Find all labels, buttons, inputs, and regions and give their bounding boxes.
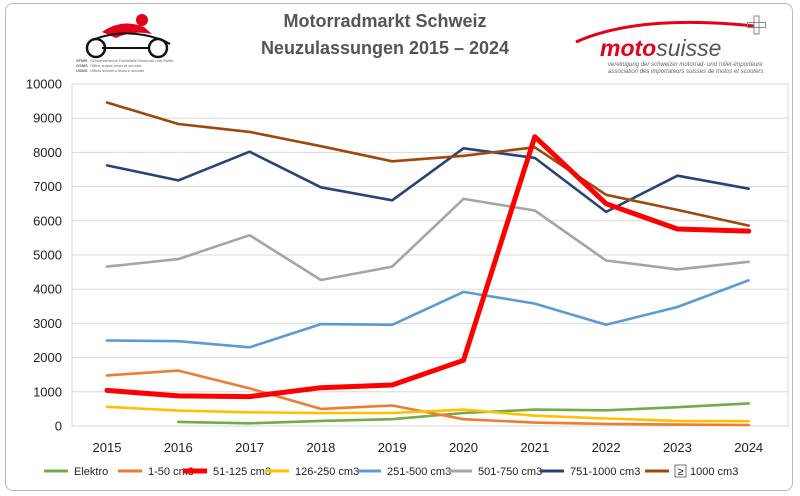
x-tick-label: 2024	[734, 440, 763, 455]
sfmr-acronym-2: GSMS	[76, 63, 88, 68]
series-line-251-500-cm3	[105, 278, 751, 349]
title-line-1: Motorradmarkt Schweiz	[283, 11, 487, 31]
series-line-751-1000-cm3	[105, 147, 751, 214]
motosuisse-wordmark: motosuisse	[600, 35, 721, 61]
motosuisse-tagline-2: association des importateurs suisses de …	[608, 69, 763, 75]
y-tick-label: 2000	[33, 350, 62, 365]
x-tick-label: 2021	[520, 440, 549, 455]
legend-symbol-box	[674, 464, 687, 478]
y-tick-label: 10000	[26, 77, 62, 92]
y-tick-label: 0	[55, 419, 62, 434]
y-tick-label: 9000	[33, 111, 62, 126]
legend-symbol-1000-cm3: ≥	[677, 466, 683, 478]
sfmr-caption-2: Office suisse moto et scooter	[90, 63, 142, 68]
sfmr-caption-3: Ufficio svizzero moto e scooter	[90, 68, 145, 73]
legend-label-1000-cm3: 1000 cm3	[690, 466, 738, 478]
y-tick-label: 4000	[33, 282, 62, 297]
legend-label-51-125-cm3: 51-125 cm3	[213, 466, 271, 478]
x-tick-label: 2023	[663, 440, 692, 455]
legend-label-elektro: Elektro	[74, 466, 108, 478]
chart-title: Motorradmarkt Schweiz Neuzulassungen 201…	[215, 8, 555, 62]
sfmr-acronym-1: SFMR	[76, 58, 87, 63]
motorcycle-rider-icon	[85, 14, 171, 59]
x-tick-label: 2018	[306, 440, 335, 455]
sfmr-logo: SFMR GSMS USMS Schweizerische Fachstelle…	[72, 10, 182, 75]
y-tick-label: 5000	[33, 248, 62, 263]
x-tick-label: 2016	[164, 440, 193, 455]
y-tick-label: 3000	[33, 316, 62, 331]
grid-layer	[71, 83, 789, 427]
y-tick-label: 7000	[33, 179, 62, 194]
series-layer	[104, 101, 752, 427]
y-tick-label: 1000	[33, 384, 62, 399]
legend-label-126-250-cm3: 126-250 cm3	[295, 466, 359, 478]
x-tick-label: 2020	[449, 440, 478, 455]
series-line-501-750-cm3	[105, 197, 751, 282]
series-line-51-125-cm3	[104, 134, 752, 400]
title-line-2: Neuzulassungen 2015 – 2024	[260, 38, 510, 58]
series-line-126-250-cm3	[105, 405, 751, 423]
legend-label-251-500-cm3: 251-500 cm3	[387, 466, 451, 478]
swiss-cross-icon	[747, 15, 766, 35]
x-tick-label: 2022	[592, 440, 621, 455]
legend-label-1-50-cm3: 1-50 cm3	[148, 466, 194, 478]
x-tick-label: 2017	[235, 440, 264, 455]
legend-label-751-1000-cm3: 751-1000 cm3	[570, 466, 640, 478]
wordmark-moto: moto	[600, 35, 656, 61]
y-tick-label: 6000	[33, 213, 62, 228]
wordmark-suisse: suisse	[656, 35, 721, 61]
tick-layer: 0 1000 2000 3000 4000 5000 6000 7000 8000 9000 100…	[26, 77, 763, 456]
series-line-elektro	[177, 402, 751, 425]
x-tick-label: 2015	[93, 440, 122, 455]
sfmr-caption-1: Schweizerische Fachstelle Motorrad und R…	[90, 58, 174, 63]
legend: Elektro 1-50 cm3 51-125 cm3 126-250 cm3 251-…	[44, 464, 738, 478]
sfmr-acronym-3: USMS	[76, 68, 88, 73]
motosuisse-logo: motosuisse vereinigung der schweizer mot…	[575, 15, 766, 75]
series-line-1000-cm3	[105, 101, 751, 227]
motosuisse-tagline-1: vereinigung der schweizer motorrad- und …	[608, 62, 763, 68]
swoosh-icon	[575, 20, 755, 44]
x-tick-label: 2019	[378, 440, 407, 455]
legend-label-501-750-cm3: 501-750 cm3	[478, 466, 542, 478]
y-tick-label: 8000	[33, 145, 62, 160]
